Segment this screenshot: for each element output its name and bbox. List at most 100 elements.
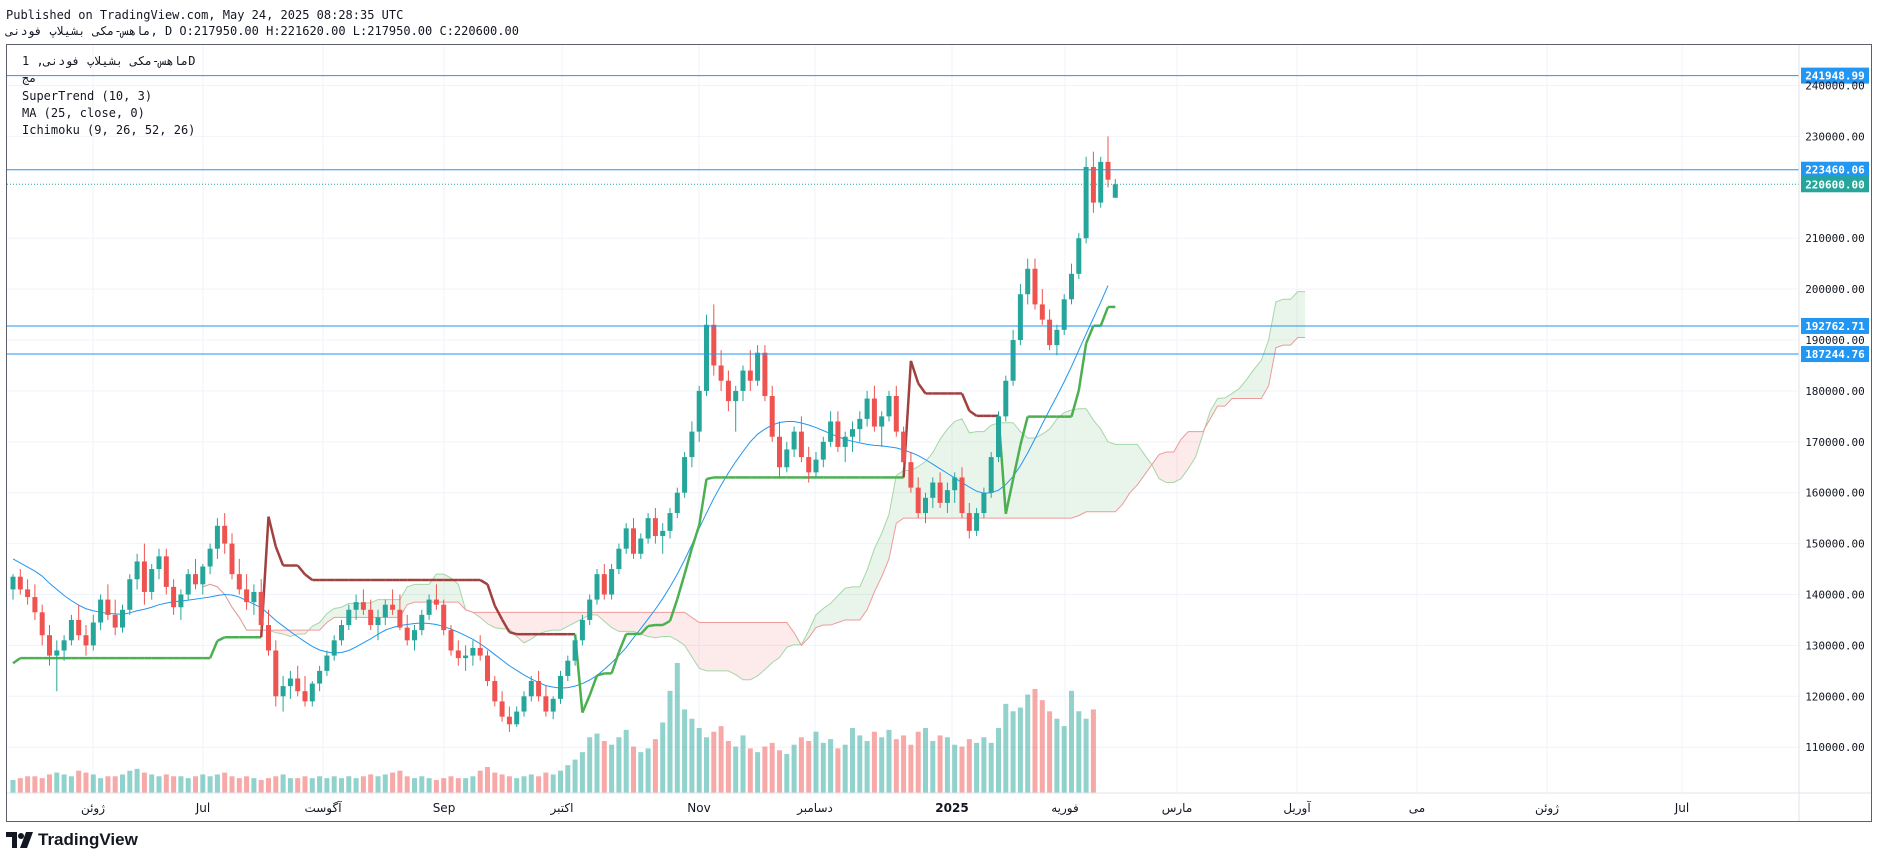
ichimoku-cloud-segment [429,574,437,603]
volume-bar [317,776,323,793]
candle-body [171,586,177,608]
candle-body [455,650,461,659]
volume-bar [704,737,709,793]
volume-bar [543,772,549,793]
candle-body [1098,161,1104,203]
symbol-ohlc-line: ماهس-مکی بشیلاپ فودنی, D O:217950.00 H:2… [6,24,519,38]
volume-bar [163,774,169,793]
ichimoku-cloud-segment [874,533,882,592]
volume-bar [974,742,980,793]
volume-bar [1039,700,1045,793]
candle-body [908,462,914,488]
volume-bar [609,744,615,793]
supertrend-segment [909,360,920,384]
candle-body [784,449,790,468]
ichimoku-cloud-segment [290,630,298,637]
chart-frame[interactable]: 241948.99 223460.06 192762.71 187244.76 2206… [6,44,1872,822]
ichimoku-cloud-segment [560,612,568,631]
volume-bar [47,774,52,793]
volume-bar [959,746,965,793]
candle-body [704,324,709,391]
candle-body [565,660,571,676]
chart-canvas[interactable]: 241948.99 223460.06 192762.71 187244.76 2206… [7,45,1871,821]
volume-bar [674,663,680,793]
supertrend-segment [1077,343,1088,391]
candle-body [747,370,753,381]
candle-body [200,566,206,585]
volume-bar [893,739,899,793]
candle-body [32,597,38,613]
x-tick-label: 2025 [935,801,968,815]
legend-ichimoku[interactable]: Ichimoku (9, 26, 52, 26) [22,123,196,137]
ichimoku-cloud-segment [1268,301,1276,386]
candle-body [244,589,250,603]
legend-ma[interactable]: MA (25, close, 0) [22,106,145,120]
volume-bar [1047,711,1053,793]
volume-bar [156,776,162,793]
candle-body [682,457,688,493]
ichimoku-cloud-segment [1071,408,1079,519]
volume-bar [521,776,527,793]
ichimoku-cloud-segment [1210,398,1218,419]
volume-bar [850,728,855,793]
x-tick-label: آگوست [304,800,342,816]
tradingview-logo[interactable]: TradingView [6,829,138,851]
candle-body [930,482,936,498]
ichimoku-cloud-segment [480,612,488,624]
supertrend-segment [588,674,599,696]
volume-bar [112,776,118,793]
legend-supertrend[interactable]: SuperTrend (10, 3) [22,89,153,103]
ichimoku-cloud-segment [1100,429,1108,512]
candle-body [25,589,31,598]
candle-body [689,431,695,458]
volume-bar [506,776,512,793]
volume-bar [952,744,958,793]
ichimoku-cloud-segment [721,622,729,671]
x-tick-label: دسامبر [796,801,833,816]
price-line-label-bg [1801,67,1869,84]
x-tick-label: Nov [687,801,710,815]
candle-body [251,591,257,603]
candle-body [412,630,417,641]
price-line-label-bg [1801,346,1869,363]
volume-bar [433,780,439,793]
volume-bar [39,778,45,793]
y-tick-label: 230000.00 [1805,130,1865,143]
candle-body [258,591,264,626]
ichimoku-cloud-segment [633,612,641,634]
volume-bar [791,744,797,793]
volume-bar [813,731,819,793]
volume-bar [696,728,702,793]
volume-bar [682,709,688,793]
candle-body [280,686,286,697]
volume-bar [302,776,308,793]
supertrend-segment [1004,478,1015,515]
candle-body [944,490,950,503]
price-line-label-bg [1801,317,1869,334]
candle-body [798,431,804,458]
ichimoku-cloud-segment [750,622,758,680]
ichimoku-cloud-segment [1254,360,1262,399]
volume-bar [229,776,235,793]
ichimoku-cloud-segment [845,586,853,620]
candle-body [1090,166,1096,203]
ichimoku-cloud-segment [677,612,685,646]
volume-bar [1083,718,1089,793]
candle-body [83,635,89,646]
candle-body [382,604,388,618]
candle-body [755,352,761,381]
ichimoku-cloud-segment [275,630,284,634]
candle-body [514,711,520,725]
y-tick-label: 120000.00 [1805,690,1865,703]
ichimoku-cloud-segment [837,588,846,623]
supertrend-segment [968,409,978,417]
candle-body [806,457,812,473]
candle-body [441,604,447,631]
ichimoku-cloud-segment [1035,434,1043,519]
candle-body [966,513,972,531]
candle-body [1112,184,1118,198]
candle-body [353,602,359,610]
volume-bar [412,778,417,793]
volume-bar [565,765,571,793]
volume-bar [631,746,636,793]
